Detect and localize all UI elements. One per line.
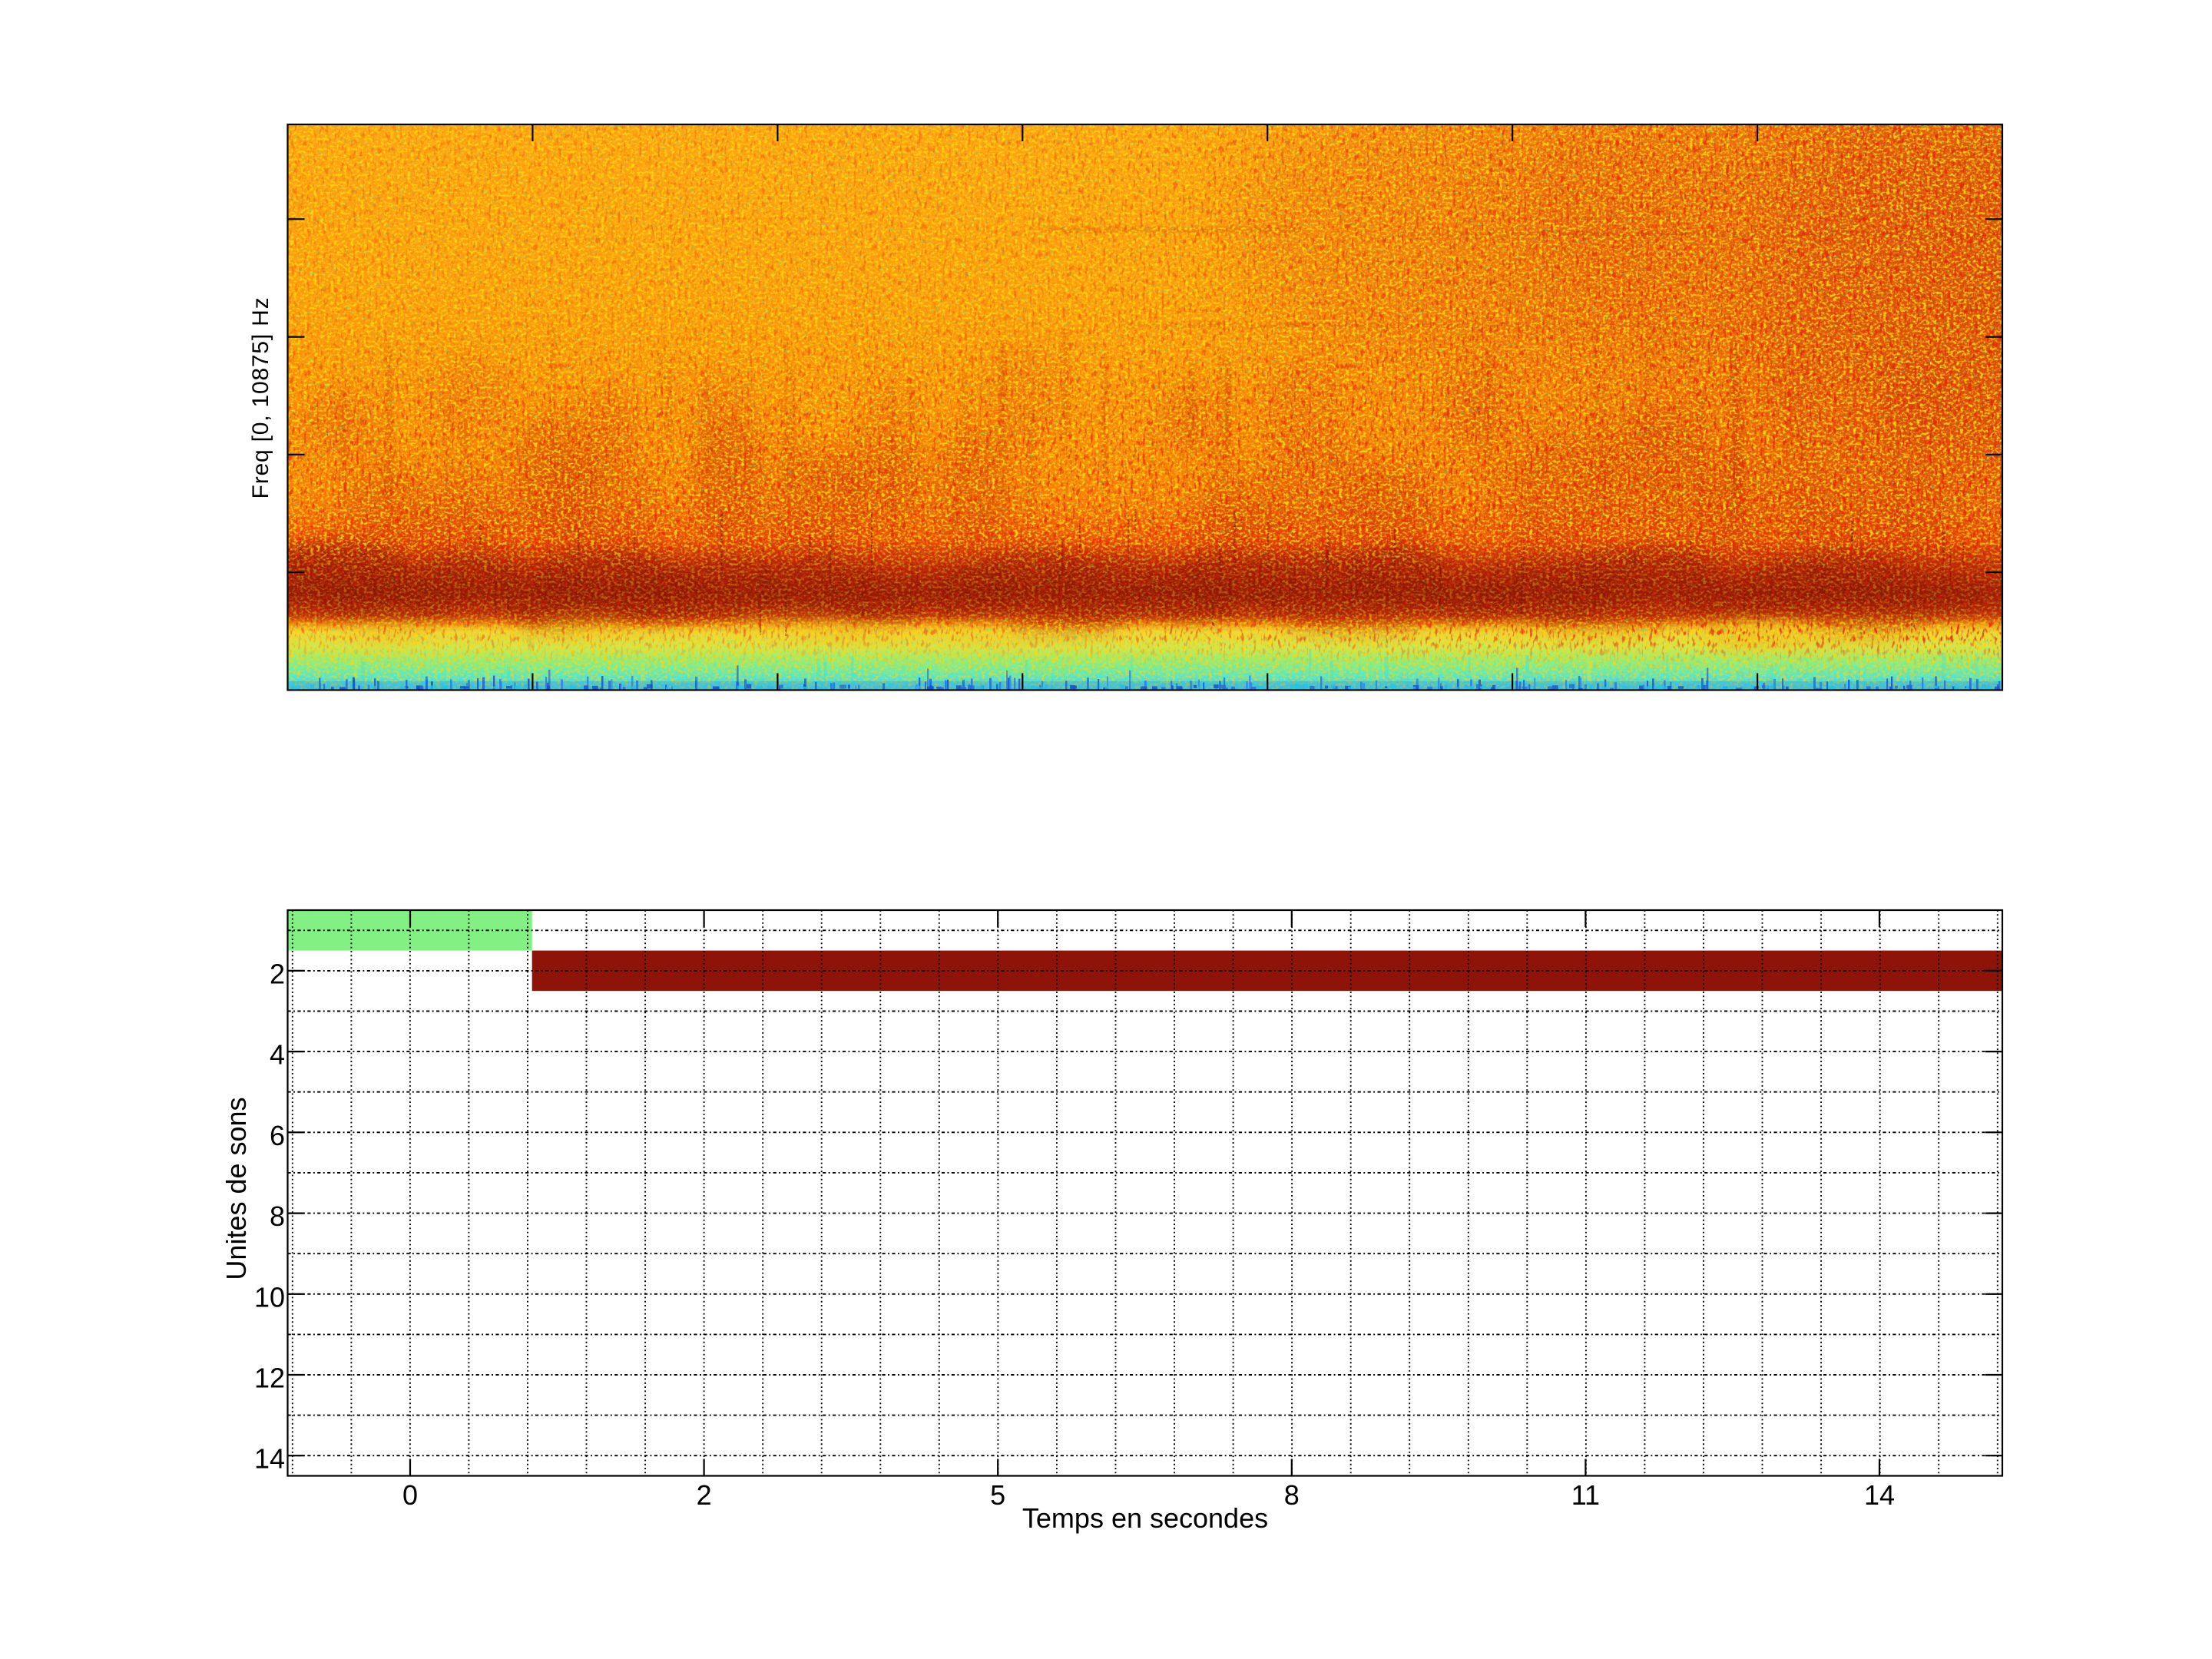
svg-text:14: 14	[1864, 1479, 1895, 1511]
svg-text:14: 14	[254, 1443, 285, 1475]
svg-text:8: 8	[270, 1200, 285, 1232]
svg-text:2: 2	[270, 958, 285, 989]
svg-text:8: 8	[1284, 1479, 1300, 1511]
svg-text:Temps en secondes: Temps en secondes	[1022, 1502, 1268, 1534]
svg-text:5: 5	[990, 1479, 1005, 1511]
svg-text:Freq [0, 10875] Hz: Freq [0, 10875] Hz	[248, 297, 273, 499]
svg-text:12: 12	[254, 1363, 285, 1394]
svg-text:2: 2	[697, 1479, 712, 1511]
svg-text:11: 11	[1571, 1479, 1600, 1511]
svg-text:0: 0	[402, 1479, 418, 1511]
svg-text:4: 4	[270, 1039, 285, 1071]
svg-text:Unites de sons: Unites de sons	[220, 1097, 252, 1280]
svg-text:10: 10	[254, 1281, 285, 1313]
svg-text:6: 6	[270, 1120, 285, 1151]
